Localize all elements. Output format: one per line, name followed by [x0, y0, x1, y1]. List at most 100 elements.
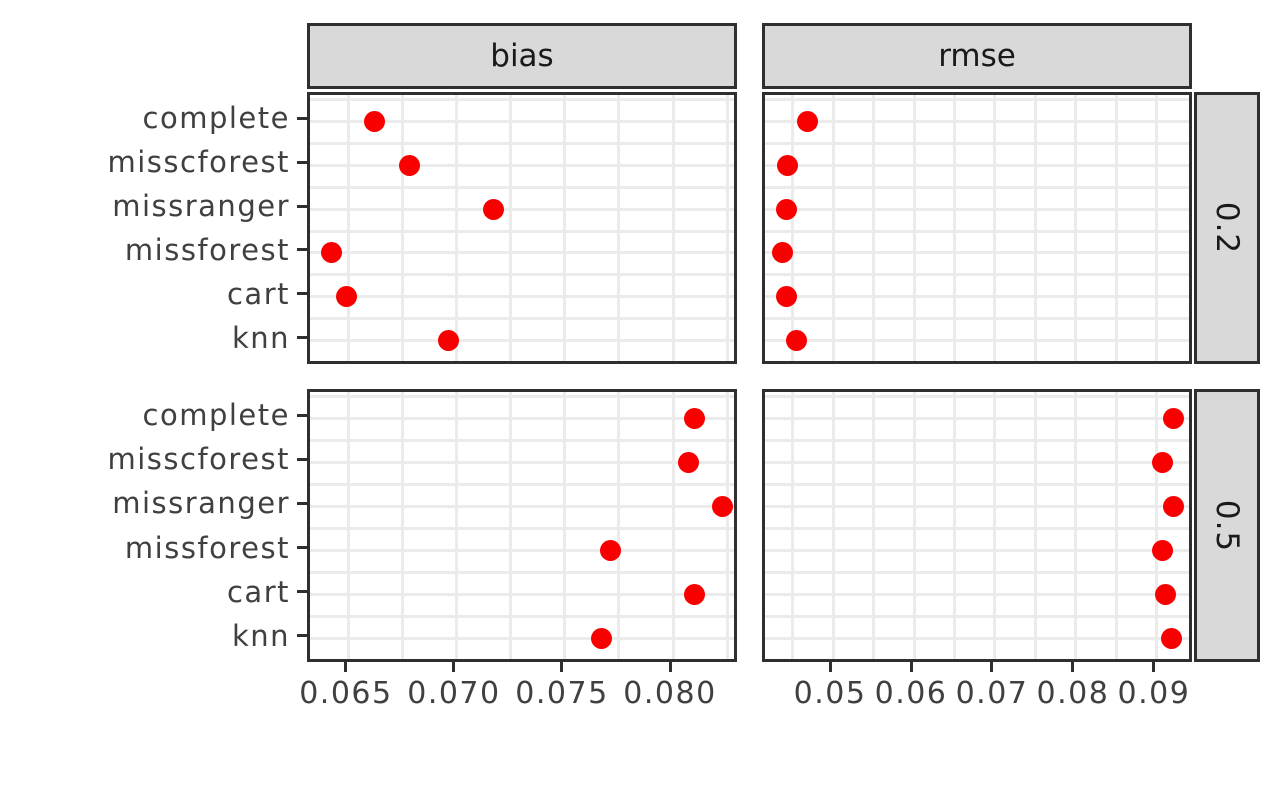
gridline-horizontal	[310, 637, 734, 641]
gridline-horizontal	[310, 460, 734, 464]
y-axis-label-cart: cart	[226, 276, 290, 311]
data-point-knn	[1161, 628, 1183, 650]
gridline-vertical	[347, 392, 351, 659]
gridline-horizontal	[765, 119, 1189, 123]
data-point-complete	[1163, 407, 1185, 429]
gridline-vertical	[455, 392, 459, 659]
gridline-vertical	[509, 392, 513, 659]
gridline-horizontal	[765, 571, 1189, 575]
gridline-vertical	[563, 392, 567, 659]
data-point-missforest	[599, 540, 621, 562]
gridline-vertical	[1155, 392, 1159, 659]
x-axis-tick	[344, 662, 348, 672]
data-point-knn	[786, 330, 808, 352]
gridline-vertical	[401, 392, 405, 659]
data-point-missranger	[1163, 495, 1185, 517]
gridline-horizontal	[765, 361, 1189, 364]
data-point-misscforest	[1152, 451, 1174, 473]
gridline-vertical	[401, 95, 405, 361]
gridline-horizontal	[765, 438, 1189, 442]
gridline-vertical	[1074, 95, 1078, 361]
data-point-missranger	[775, 198, 797, 220]
gridline-horizontal	[310, 571, 734, 575]
gridline-vertical	[617, 392, 621, 659]
data-point-misscforest	[677, 451, 699, 473]
y-axis-tick	[297, 457, 307, 461]
gridline-horizontal	[765, 504, 1189, 508]
x-axis-tick	[1152, 662, 1156, 672]
panel-bias-0.5	[307, 389, 737, 662]
x-axis-tick	[1071, 662, 1075, 672]
gridline-horizontal	[765, 416, 1189, 420]
facet-strip-0.5-label: 0.5	[1209, 499, 1245, 552]
gridline-horizontal	[765, 207, 1189, 211]
y-axis-label-missranger: missranger	[112, 189, 290, 224]
gridline-vertical	[872, 95, 875, 361]
gridline-horizontal	[765, 295, 1189, 299]
x-axis-label: 0.05	[793, 676, 867, 711]
gridline-vertical	[952, 392, 956, 659]
gridline-horizontal	[310, 416, 734, 420]
gridline-horizontal	[310, 482, 734, 486]
x-axis-tick	[560, 662, 564, 672]
y-axis-label-knn: knn	[231, 618, 290, 653]
y-axis-tick	[297, 501, 307, 505]
gridline-horizontal	[765, 593, 1189, 597]
gridline-vertical	[831, 392, 835, 659]
gridline-horizontal	[310, 207, 734, 211]
y-axis-label-cart: cart	[226, 574, 290, 609]
gridline-horizontal	[310, 527, 734, 530]
data-point-missforest	[321, 242, 343, 264]
gridline-horizontal	[310, 593, 734, 597]
data-point-complete	[364, 110, 386, 132]
gridline-vertical	[993, 392, 997, 659]
gridline-vertical	[1114, 95, 1118, 361]
facet-strip-bias: bias	[307, 23, 737, 89]
gridline-vertical	[725, 392, 729, 659]
gridline-horizontal	[765, 163, 1189, 167]
y-axis-tick	[297, 336, 307, 340]
gridline-vertical	[872, 392, 875, 659]
gridline-vertical	[725, 95, 729, 361]
gridline-horizontal	[765, 394, 1189, 398]
y-axis-tick	[297, 248, 307, 252]
gridline-horizontal	[310, 251, 734, 255]
gridline-horizontal	[310, 339, 734, 343]
gridline-vertical	[1155, 95, 1159, 361]
data-point-misscforest	[777, 154, 799, 176]
gridline-horizontal	[310, 438, 734, 442]
gridline-horizontal	[765, 615, 1189, 619]
facet-strip-0.5: 0.5	[1194, 389, 1260, 662]
gridline-horizontal	[765, 460, 1189, 464]
gridline-horizontal	[310, 163, 734, 167]
gridline-vertical	[831, 95, 835, 361]
y-axis-tick	[297, 590, 307, 594]
x-axis-tick	[909, 662, 913, 672]
gridline-horizontal	[765, 229, 1189, 233]
gridline-horizontal	[310, 185, 734, 189]
data-point-complete	[796, 110, 818, 132]
y-axis-label-missforest: missforest	[124, 232, 290, 267]
gridline-horizontal	[310, 141, 734, 145]
facet-strip-0.2: 0.2	[1194, 92, 1260, 364]
x-axis-tick	[828, 662, 832, 672]
data-point-knn	[591, 628, 613, 650]
y-axis-label-misscforest: misscforest	[107, 145, 290, 180]
gridline-horizontal	[765, 549, 1189, 553]
x-axis-tick	[990, 662, 994, 672]
gridline-vertical	[1033, 95, 1037, 361]
data-point-cart	[336, 286, 358, 308]
gridline-vertical	[671, 392, 675, 659]
x-axis-tick	[668, 662, 672, 672]
y-axis-tick	[297, 116, 307, 120]
gridline-horizontal	[310, 295, 734, 299]
gridline-vertical	[791, 392, 795, 659]
x-axis-label: 0.08	[1036, 676, 1110, 711]
gridline-horizontal	[765, 273, 1189, 277]
gridline-vertical	[1074, 392, 1078, 659]
gridline-horizontal	[310, 615, 734, 619]
x-axis-label: 0.065	[299, 676, 393, 711]
y-axis-label-missranger: missranger	[112, 486, 290, 521]
panel-rmse-0.5	[762, 389, 1192, 662]
facet-strip-bias-label: bias	[490, 38, 554, 74]
